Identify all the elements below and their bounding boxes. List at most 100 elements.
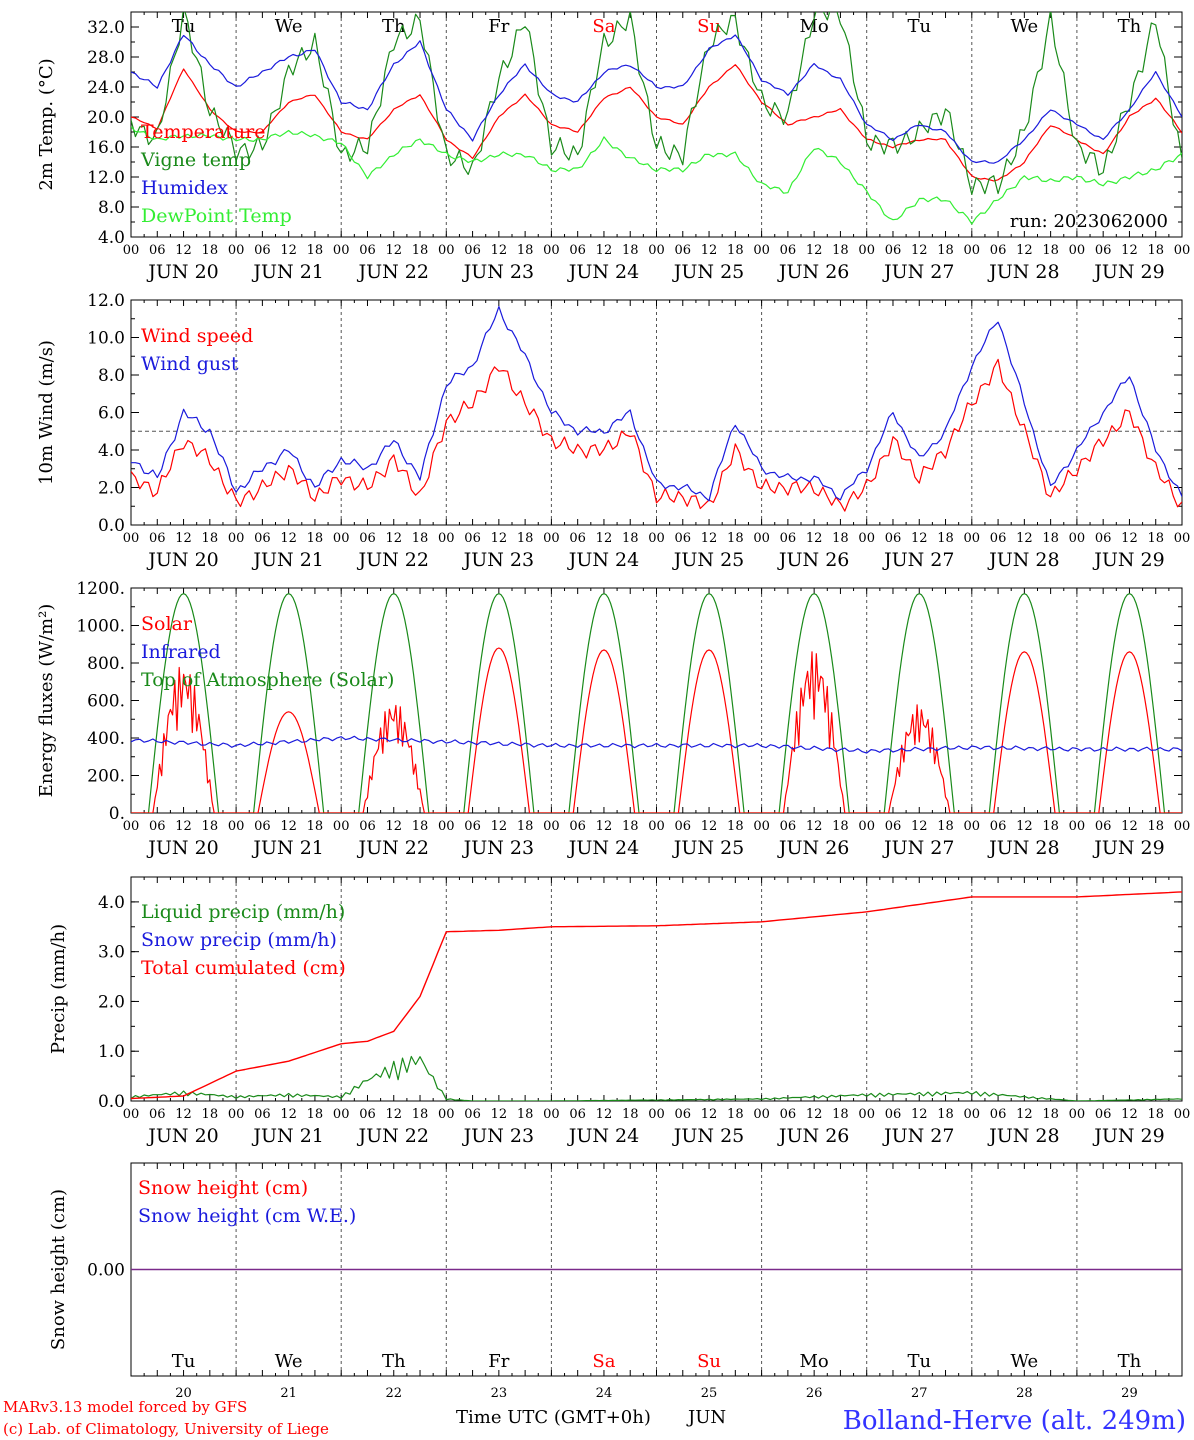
series-group [131,891,1182,1101]
hour-label: 18 [307,819,324,834]
legend-entry: Total cumulated (cm) [141,957,346,979]
hour-label: 00 [1174,1107,1191,1122]
date-label: JUN 28 [987,549,1059,571]
hour-label: 12 [280,819,297,834]
series-group [131,12,1182,225]
hour-label: 06 [149,819,166,834]
date-label: JUN 29 [1092,261,1164,283]
date-label: JUN 29 [1092,549,1164,571]
hour-label: 06 [569,243,586,258]
y-tick-label: 1000. [76,617,125,637]
hour-label: 12 [701,243,718,258]
y-tick-label: 400. [87,729,125,749]
date-label: JUN 23 [462,837,534,859]
day-number-label: 20 [175,1386,192,1401]
hour-label: 00 [438,531,455,546]
hour-label: 06 [1095,1107,1112,1122]
series-line-blue [131,306,1182,502]
hour-label: 06 [885,819,902,834]
hour-label: 18 [1042,243,1059,258]
y-tick-label: 24.0 [87,78,125,98]
hour-label: 18 [517,1107,534,1122]
legend-entry: Wind speed [141,325,253,347]
y-axis-label: Precip (mm/h) [48,924,69,1054]
y-tick-label: 20.0 [87,108,125,128]
weekday-label: Mo [800,16,829,37]
hour-label: 18 [937,819,954,834]
hour-label: 06 [359,531,376,546]
hour-label: 18 [832,243,849,258]
hour-label: 12 [1016,531,1033,546]
hour-label: 18 [412,819,429,834]
hour-label: 06 [254,819,271,834]
hour-label: 12 [1121,243,1138,258]
date-label: JUN 20 [146,1125,218,1147]
legend-entry: Liquid precip (mm/h) [141,901,345,923]
weekday-label: We [275,16,303,37]
hour-label: 00 [123,819,140,834]
date-label: JUN 26 [777,837,849,859]
hour-label: 00 [1174,243,1191,258]
hour-label: 06 [990,819,1007,834]
weekday-label: Tu [172,1351,196,1372]
hour-label: 00 [1069,1107,1086,1122]
weekday-label: Th [1118,16,1142,37]
panel-3: 0. 200. 400. 600. 800. 1000. 1200. Energy fluxe… [36,579,1190,859]
weekday-label: Sa [592,1351,615,1372]
date-label: JUN 29 [1092,837,1164,859]
footer: MARv3.13 model forced by GFS (c) Lab. of… [3,1398,1186,1438]
hour-label: 18 [622,243,639,258]
day-number-label: 23 [491,1386,508,1401]
series-line-lightgreen [131,126,1182,225]
hour-label: 06 [885,243,902,258]
hour-label: 00 [753,531,770,546]
date-label: JUN 24 [567,261,639,283]
weekday-label: Tu [907,16,931,37]
date-label: JUN 23 [462,549,534,571]
date-label: JUN 22 [357,261,429,283]
day-number-label: 22 [385,1386,402,1401]
y-tick-label: 16.0 [87,138,125,158]
series-line-red [131,64,1182,182]
day-number-label: 24 [596,1386,613,1401]
y-axis-label: Snow height (cm) [48,1189,69,1350]
hour-label: 00 [228,243,245,258]
date-label: JUN 27 [882,1125,954,1147]
hour-label: 18 [517,243,534,258]
weekday-label: Tu [172,16,196,37]
hour-label: 06 [1095,819,1112,834]
hour-label: 12 [280,243,297,258]
hour-label: 12 [596,1107,613,1122]
hour-label: 00 [1174,531,1191,546]
series-line-liquid [131,1055,1182,1101]
plot-layer: 4.0 8.0 12.0 16.0 20.0 24.0 28.0 32.0 2m Temp. (… [36,11,1191,1401]
hour-label: 12 [175,1107,192,1122]
hour-label: 00 [648,531,665,546]
hour-label: 00 [228,819,245,834]
hour-label: 06 [254,243,271,258]
y-tick-label: 8.0 [98,366,125,386]
hour-label: 18 [622,819,639,834]
hour-label: 06 [359,1107,376,1122]
hour-label: 00 [543,243,560,258]
hour-label: 18 [622,531,639,546]
weekday-label: Sa [592,16,615,37]
station-title: Bolland-Herve (alt. 249m) [843,1406,1186,1436]
x-axis-title: Time UTC (GMT+0h) [456,1407,651,1428]
hour-label: 18 [727,243,744,258]
hour-label: 06 [780,531,797,546]
hour-label: 12 [911,819,928,834]
hour-label: 18 [307,531,324,546]
hour-label: 00 [543,1107,560,1122]
y-tick-label: 200. [87,767,125,787]
date-label: JUN 24 [567,549,639,571]
hour-label: 18 [937,1107,954,1122]
hour-label: 00 [123,531,140,546]
weekday-label: Fr [488,1351,509,1372]
x-axis-month: JUN [686,1407,726,1428]
hour-label: 00 [964,1107,981,1122]
y-tick-label: 8.0 [98,198,125,218]
hour-label: 12 [701,819,718,834]
hour-label: 12 [1121,1107,1138,1122]
hour-label: 06 [990,531,1007,546]
